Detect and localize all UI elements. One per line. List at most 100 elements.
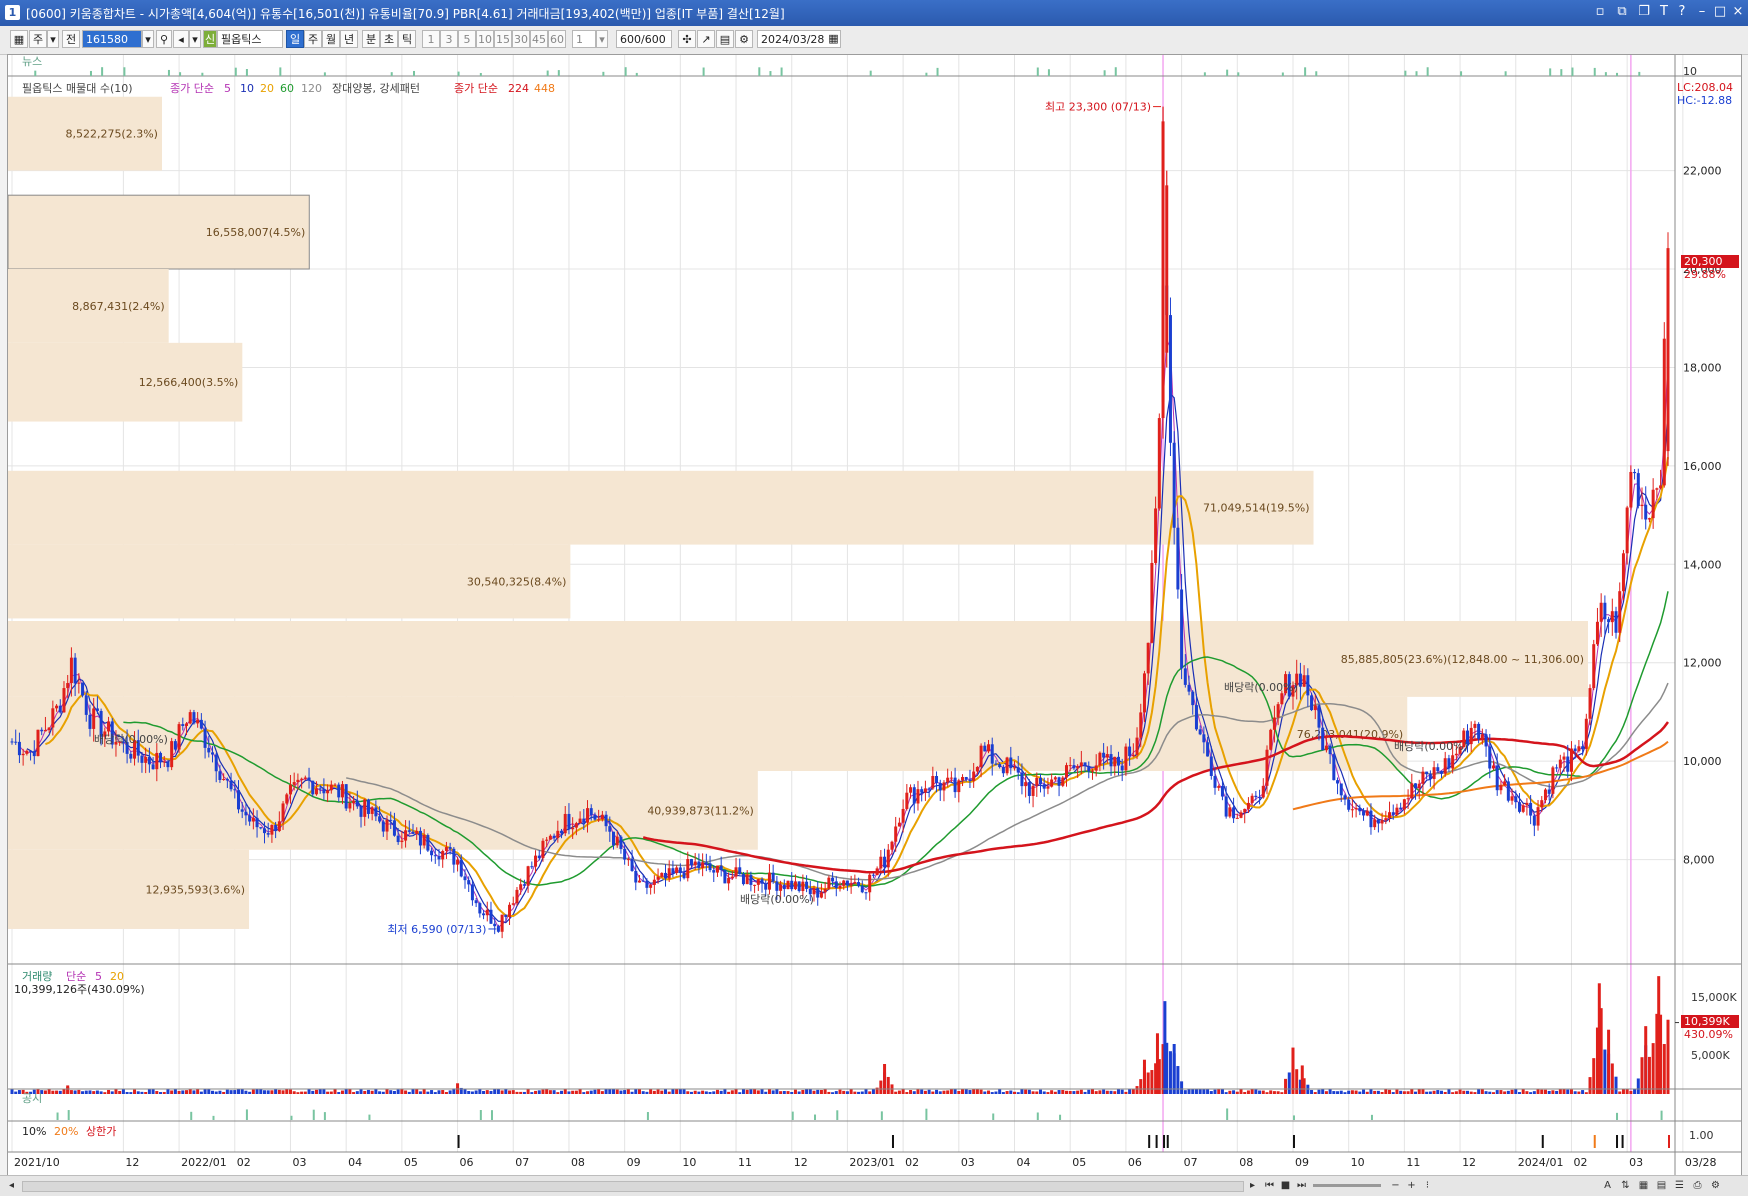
last-icon[interactable]: ⏭: [1297, 1180, 1306, 1191]
step-1[interactable]: 1: [422, 30, 440, 48]
font-icon[interactable]: T: [1660, 4, 1668, 19]
step-3[interactable]: 3: [440, 30, 458, 48]
news-bar: [1103, 70, 1106, 76]
settings-icon[interactable]: ⚙: [1711, 1180, 1720, 1191]
volume-bar: [1287, 1072, 1291, 1094]
volume-bar: [136, 1091, 140, 1094]
chevron-down-icon[interactable]: ▾: [189, 30, 201, 48]
interval-tick[interactable]: 틱: [398, 30, 416, 48]
text-tool-icon[interactable]: A: [1604, 1180, 1611, 1191]
volume-bar: [1666, 1019, 1670, 1094]
search-icon[interactable]: ⚲: [156, 30, 172, 48]
menu-icon[interactable]: ⁝: [1425, 1180, 1430, 1191]
candle-body: [1246, 802, 1250, 809]
dividend-label: 배당락(0.00%): [1224, 681, 1298, 694]
interval-week[interactable]: 주: [304, 30, 322, 48]
volume-bar: [704, 1091, 708, 1094]
chevron-down-icon[interactable]: ▾: [142, 30, 154, 48]
interval-day[interactable]: 일: [286, 30, 304, 48]
scope-select[interactable]: 전: [62, 30, 80, 48]
stock-name-field[interactable]: 필옵틱스: [217, 30, 283, 48]
table-icon[interactable]: ▦: [1638, 1180, 1649, 1191]
step-60[interactable]: 60: [548, 30, 566, 48]
crosshair-icon[interactable]: ✣: [678, 30, 696, 48]
scroll-right-icon[interactable]: ▸: [1249, 1180, 1256, 1191]
volume-bar: [764, 1091, 768, 1094]
count-input[interactable]: 600/600: [616, 30, 672, 48]
x-tick-label: 02: [1573, 1156, 1587, 1169]
candle-body: [1291, 685, 1295, 697]
close-icon[interactable]: ×: [1732, 4, 1744, 19]
volume-profile-bar: [8, 470, 1314, 545]
chart-area[interactable]: 8,522,275(2.3%) 16,558,007(4.5%) 8,867,431…: [7, 54, 1742, 1176]
date-input[interactable]: 2024/03/28: [757, 30, 841, 48]
notice-bar: [290, 1115, 293, 1120]
candle-body: [207, 747, 211, 753]
step-input[interactable]: 1: [572, 30, 596, 48]
stop-icon[interactable]: ■: [1280, 1180, 1291, 1191]
volume-bar: [689, 1091, 693, 1094]
volume-bar: [671, 1088, 675, 1094]
candle-body: [430, 850, 434, 856]
step-15[interactable]: 15: [494, 30, 512, 48]
step-5[interactable]: 5: [458, 30, 476, 48]
first-icon[interactable]: ⏮: [1265, 1180, 1274, 1191]
volume-bar: [515, 1091, 519, 1094]
news-bar: [1560, 69, 1563, 76]
print-icon[interactable]: ⎙: [1693, 1180, 1702, 1191]
horizontal-scrollbar[interactable]: [22, 1181, 1244, 1192]
save-icon[interactable]: ▤: [716, 30, 734, 48]
minimize-icon[interactable]: –: [1698, 4, 1706, 19]
layout-icon[interactable]: ▦: [10, 30, 28, 48]
interval-month[interactable]: 월: [322, 30, 340, 48]
step-10[interactable]: 10: [476, 30, 494, 48]
maximize-icon[interactable]: □: [1713, 4, 1727, 19]
volume-bar: [396, 1089, 400, 1094]
link-icon[interactable]: ⧉: [1617, 4, 1627, 19]
news-bar: [234, 67, 237, 76]
line-tool-icon[interactable]: ↗: [697, 30, 715, 48]
candle-body: [448, 847, 452, 849]
candle-body: [961, 777, 965, 781]
chevron-down-icon[interactable]: ▾: [47, 30, 59, 48]
sort-icon[interactable]: ⇅: [1621, 1180, 1630, 1191]
volume-bar: [144, 1092, 148, 1094]
help-icon[interactable]: ?: [1678, 4, 1686, 19]
volume-bar: [58, 1090, 62, 1094]
candle-body: [983, 745, 987, 752]
price-chart-svg[interactable]: 8,522,275(2.3%) 16,558,007(4.5%) 8,867,431…: [8, 55, 1741, 1175]
volume-bar: [218, 1090, 222, 1094]
interval-year[interactable]: 년: [340, 30, 358, 48]
volume-bar: [196, 1089, 200, 1094]
speaker-icon[interactable]: ◂: [173, 30, 189, 48]
stock-code-input[interactable]: 161580: [82, 30, 142, 48]
list-icon[interactable]: ☰: [1675, 1180, 1684, 1191]
volume-bar: [797, 1091, 801, 1094]
volume-bar: [1161, 1044, 1165, 1094]
candle-body: [1491, 765, 1495, 769]
candle-body: [51, 708, 55, 728]
limit-marker-upper: [1668, 1135, 1670, 1148]
volume-bar: [389, 1090, 393, 1094]
calendar-icon[interactable]: ▦: [828, 32, 839, 45]
step-30[interactable]: 30: [512, 30, 530, 48]
gear-icon[interactable]: ⚙: [735, 30, 753, 48]
scroll-left-icon[interactable]: ◂: [8, 1180, 15, 1191]
candle-body: [225, 778, 229, 781]
interval-minute[interactable]: 분: [362, 30, 380, 48]
volume-bar: [333, 1089, 337, 1094]
candle-body: [496, 926, 500, 932]
volume-bar: [81, 1091, 85, 1094]
chevron-down-icon[interactable]: ▾: [596, 30, 608, 48]
copy-icon[interactable]: ❐: [1638, 4, 1650, 19]
zoom-in-icon[interactable]: +: [1407, 1180, 1416, 1191]
period-type-select[interactable]: 주: [29, 30, 47, 48]
interval-second[interactable]: 초: [380, 30, 398, 48]
grid-icon[interactable]: ▤: [1656, 1180, 1667, 1191]
zoom-out-icon[interactable]: −: [1391, 1180, 1400, 1191]
zoom-slider[interactable]: [1313, 1184, 1381, 1187]
restore-layout-icon[interactable]: ▫: [1595, 4, 1605, 19]
step-45[interactable]: 45: [530, 30, 548, 48]
volume-bar: [463, 1088, 467, 1094]
